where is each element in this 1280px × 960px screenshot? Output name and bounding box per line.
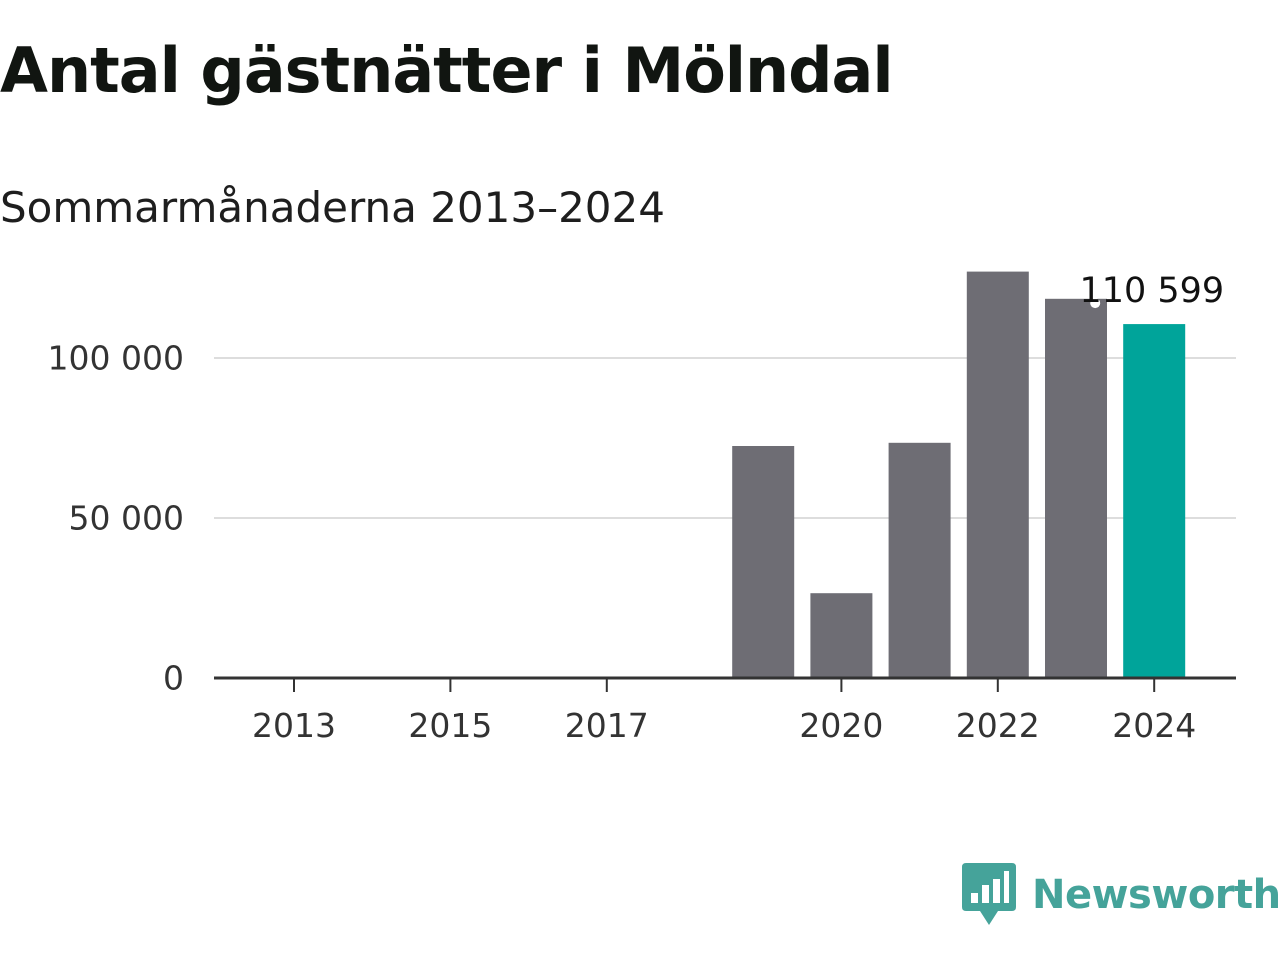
newsworthy-logo-icon: [962, 863, 1016, 925]
y-tick-label: 100 000: [48, 339, 184, 378]
y-tick-label: 0: [163, 659, 184, 698]
bar: [888, 442, 951, 678]
x-tick-label: 2022: [956, 706, 1040, 745]
brand-name: Newsworthy: [1032, 872, 1280, 918]
axes: [214, 676, 1236, 692]
bar: [1045, 298, 1107, 678]
chart-subtitle: Sommarmånaderna 2013–2024: [0, 183, 665, 232]
bar: [732, 446, 795, 678]
x-tick-label: 2020: [799, 706, 883, 745]
y-tick-label: 50 000: [69, 499, 184, 538]
x-tick-label: 2013: [252, 706, 336, 745]
x-tick-label: 2017: [565, 706, 649, 745]
highlight-value-label: 110 599: [1079, 271, 1224, 311]
bar: [966, 271, 1029, 678]
bars: [732, 271, 1186, 678]
x-tick-label: 2024: [1112, 706, 1196, 745]
labels: 0 50 000 100 000 2013 2015 2017 2020 2022 2024 11…: [48, 271, 1225, 745]
x-tick-label: 2015: [408, 706, 492, 745]
bar-highlight: [1123, 324, 1186, 678]
bar: [810, 593, 873, 678]
chart-title: Antal gästnätter i Mölndal: [0, 34, 894, 107]
newsworthy-logo: Newsworthy: [962, 862, 1280, 928]
annotation-dot: [1090, 298, 1101, 309]
